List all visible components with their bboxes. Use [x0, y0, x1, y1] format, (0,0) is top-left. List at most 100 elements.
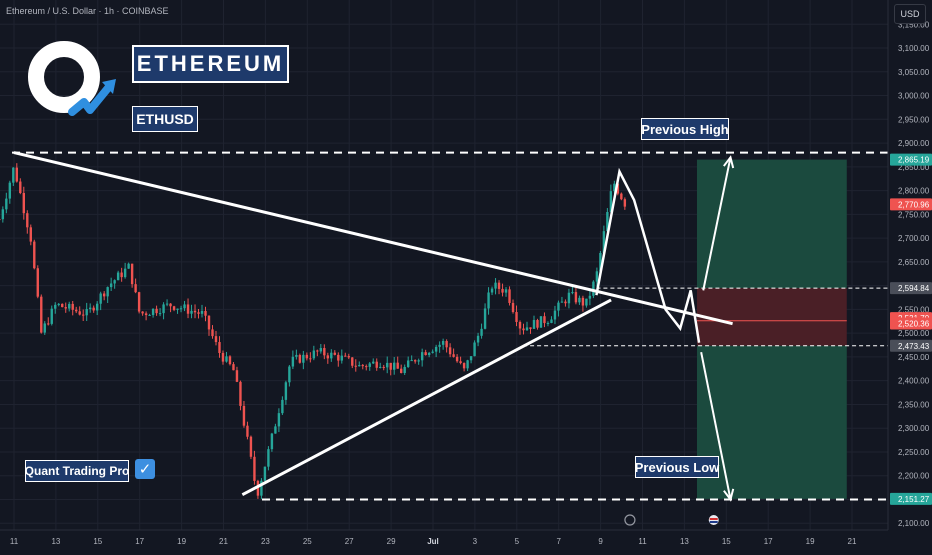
- time-tick-label: 27: [345, 537, 354, 546]
- candle-body: [473, 342, 476, 357]
- price-tick-label: 2,350.00: [898, 400, 930, 409]
- candle-body: [235, 370, 239, 382]
- candle-body: [120, 272, 123, 278]
- candle-body: [172, 306, 176, 310]
- candle-body: [522, 328, 525, 331]
- candle-body: [127, 263, 130, 269]
- candle-body: [536, 320, 539, 328]
- candle-body: [144, 313, 148, 316]
- candle-body: [606, 212, 609, 232]
- candle-body: [427, 352, 431, 356]
- candle-body: [85, 309, 88, 316]
- candle-body: [256, 480, 260, 496]
- candle-body: [592, 281, 595, 296]
- candle-body: [239, 381, 242, 406]
- candle-body: [232, 364, 235, 371]
- price-tick-label: 2,750.00: [898, 210, 930, 219]
- candle-body: [29, 227, 32, 242]
- candle-body: [316, 350, 319, 352]
- candle-body: [553, 310, 557, 320]
- candle-body: [560, 301, 564, 303]
- target-zone-upper: [696, 159, 847, 289]
- time-tick-label: 21: [219, 537, 228, 546]
- price-badge: [890, 492, 932, 505]
- candle-body: [109, 283, 113, 288]
- time-tick-label: 19: [806, 537, 815, 546]
- candle-body: [246, 425, 249, 437]
- candle-body: [47, 323, 50, 325]
- candle-body: [358, 365, 361, 367]
- candle-body: [424, 352, 427, 356]
- candle-body: [487, 292, 490, 309]
- candle-body: [406, 360, 410, 367]
- previous-low-label: Previous Low: [635, 456, 719, 478]
- candle-body: [183, 304, 186, 309]
- currency-button[interactable]: USD: [894, 4, 926, 24]
- candle-body: [288, 366, 291, 383]
- time-tick-label: 21: [848, 537, 857, 546]
- candle-body: [242, 405, 246, 426]
- time-tick-label: 13: [680, 537, 689, 546]
- candle-body: [515, 312, 518, 322]
- candle-body: [218, 342, 221, 353]
- candle-body: [448, 347, 452, 355]
- candle-body: [578, 297, 581, 303]
- candle-body: [393, 362, 396, 370]
- candle-body: [337, 354, 340, 361]
- candle-body: [312, 350, 316, 359]
- candle-body: [326, 355, 330, 359]
- candle-body: [284, 382, 288, 400]
- candle-body: [333, 352, 337, 355]
- candle-body: [54, 304, 57, 309]
- candle-body: [64, 307, 67, 309]
- candle-body: [445, 341, 448, 348]
- previous-high-label: Previous High: [641, 118, 729, 140]
- candle-body: [141, 311, 144, 314]
- candle-body: [340, 355, 343, 361]
- candle-body: [319, 348, 323, 352]
- candle-body: [102, 293, 106, 297]
- candle-body: [431, 351, 434, 353]
- candle-body: [43, 323, 46, 333]
- candle-body: [228, 356, 232, 365]
- price-badge-label: 2,770.96: [898, 200, 930, 209]
- candle-body: [525, 327, 529, 331]
- candle-body: [176, 308, 179, 310]
- candle-body: [571, 292, 574, 294]
- candle-body: [95, 303, 99, 311]
- candle-body: [40, 296, 43, 333]
- candle-body: [50, 308, 53, 324]
- candle-body: [344, 355, 347, 357]
- candle-body: [225, 356, 228, 362]
- candle-body: [379, 366, 382, 368]
- candle-body: [532, 320, 536, 329]
- price-tick-label: 2,450.00: [898, 353, 930, 362]
- candle-body: [200, 310, 204, 314]
- price-tick-label: 2,900.00: [898, 139, 930, 148]
- candle-body: [452, 354, 455, 357]
- candle-body: [466, 360, 469, 369]
- price-tick-label: 3,050.00: [898, 68, 930, 77]
- candle-body: [567, 292, 571, 304]
- price-badge-label: 2,865.19: [898, 156, 930, 165]
- price-tick-label: 2,400.00: [898, 377, 930, 386]
- quant-logo-icon: [28, 41, 116, 116]
- candle-body: [22, 192, 25, 214]
- candle-body: [26, 213, 29, 228]
- candle-body: [595, 271, 599, 282]
- candle-body: [291, 356, 295, 367]
- candle-body: [71, 303, 74, 310]
- time-tick-label: 3: [473, 537, 478, 546]
- candle-body: [434, 346, 438, 352]
- candle-body: [347, 356, 350, 358]
- candle-body: [193, 310, 197, 313]
- candle-body: [361, 365, 364, 367]
- price-tick-label: 2,800.00: [898, 187, 930, 196]
- candle-body: [61, 303, 64, 308]
- time-tick-label: 19: [177, 537, 186, 546]
- candle-body: [165, 303, 169, 305]
- candle-body: [511, 302, 515, 313]
- bearish-scenario-arrow: [700, 351, 732, 500]
